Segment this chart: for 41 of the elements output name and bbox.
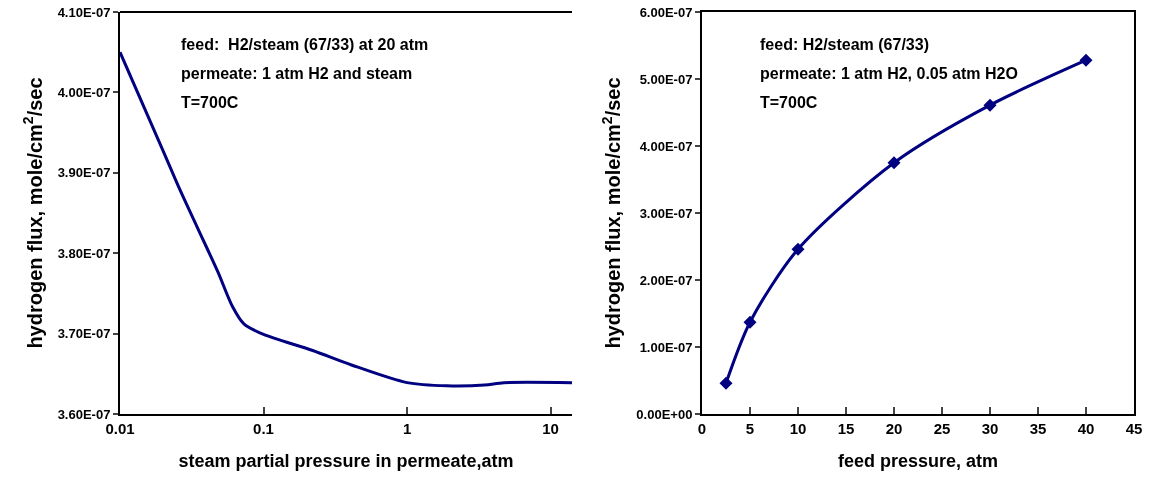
x-tick-label: 10 — [789, 420, 807, 437]
x-tick-label: 1 — [402, 420, 412, 437]
x-axis-title: feed pressure, atm — [837, 450, 999, 471]
annotation: T=700C — [760, 94, 818, 111]
x-tick-label: 0.01 — [105, 420, 135, 437]
x-tick-label: 40 — [1077, 420, 1095, 437]
annotation: T=700C — [181, 94, 239, 111]
x-tick-label: 15 — [837, 420, 855, 437]
point — [791, 242, 805, 256]
x-tick-label: 0 — [697, 420, 707, 437]
x-tick-label: 5 — [745, 420, 755, 437]
y-tick-label: 3.60E-07 — [57, 406, 111, 422]
annotation: feed: H2/steam (67/33) — [760, 36, 929, 53]
y-tick-label: 3.70E-07 — [57, 326, 111, 342]
point — [743, 315, 757, 329]
x-tick-label: 10 — [542, 420, 559, 437]
x-tick-label: 20 — [885, 420, 903, 437]
x-tick-label: 45 — [1125, 420, 1143, 437]
y-tick-label: 3.90E-07 — [57, 165, 111, 181]
annotation: permeate: 1 atm H2, 0.05 atm H2O — [760, 65, 1018, 82]
y-tick-label: 1.00E-07 — [639, 339, 693, 355]
point — [719, 376, 733, 390]
x-tick-label: 30 — [981, 420, 999, 437]
y-tick-label: 5.00E-07 — [639, 71, 693, 87]
y-tick-label: 3.00E-07 — [639, 205, 693, 221]
y-tick-label: 0.00E+00 — [636, 406, 693, 422]
point — [887, 156, 901, 170]
x-tick-label: 0.1 — [253, 420, 274, 437]
x-axis-title: steam partial pressure in permeate,atm — [178, 450, 514, 471]
y-tick-label: 4.10E-07 — [57, 4, 111, 20]
x-tick-label: 35 — [1029, 420, 1047, 437]
point — [983, 98, 997, 112]
x-tick-label: 25 — [933, 420, 951, 437]
point — [1079, 53, 1093, 67]
annotation: feed: H2/steam (67/33) at 20 atm — [181, 36, 429, 53]
y-tick-label: 3.80E-07 — [57, 245, 111, 261]
y-tick-label: 2.00E-07 — [639, 272, 693, 288]
annotation: permeate: 1 atm H2 and steam — [181, 65, 413, 82]
y-tick-label: 6.00E-07 — [639, 4, 693, 20]
y-tick-label: 4.00E-07 — [57, 84, 111, 100]
y-tick-label: 4.00E-07 — [639, 138, 693, 154]
